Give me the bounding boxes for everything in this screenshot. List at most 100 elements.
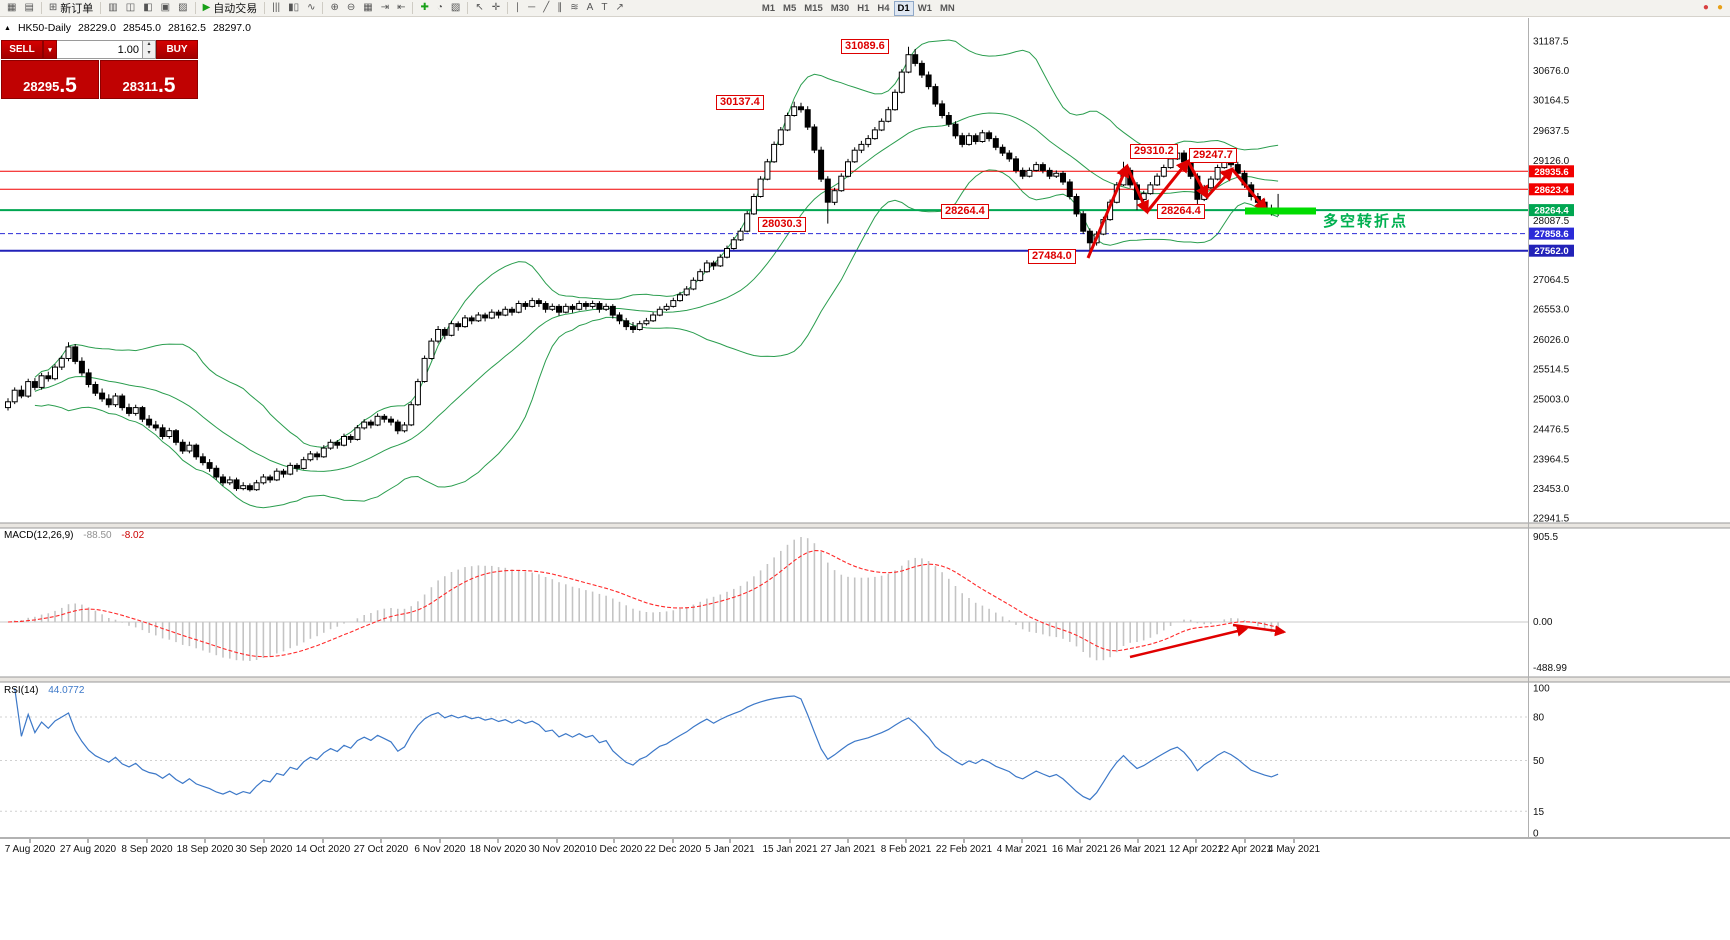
timeframe-mn-button[interactable]: MN: [936, 1, 959, 16]
sell-price-panel[interactable]: 28295 .5: [1, 60, 99, 99]
channel-button[interactable]: ∥: [553, 1, 566, 16]
price-callout[interactable]: 28264.4: [1157, 204, 1205, 219]
svg-text:50: 50: [1533, 756, 1545, 767]
text-label-icon: T: [601, 2, 608, 13]
rsi-label: RSI(14) 44.0772: [4, 685, 84, 696]
price-callout[interactable]: 27484.0: [1028, 249, 1076, 264]
timeframe-mn-button-label: MN: [939, 2, 955, 14]
text-icon: A: [586, 2, 594, 13]
order-type-dropdown[interactable]: ▾: [43, 40, 57, 59]
indicators-button[interactable]: ✚: [416, 1, 432, 16]
tile-windows-button[interactable]: ▦: [359, 1, 376, 16]
vertical-line-icon: ∣: [515, 2, 521, 13]
svg-text:22 Dec 2020: 22 Dec 2020: [645, 844, 702, 855]
sell-button[interactable]: SELL: [1, 40, 43, 59]
data-window-button[interactable]: ◫: [122, 1, 139, 16]
price-callout[interactable]: 30137.4: [716, 95, 764, 110]
trendline-button[interactable]: ╱: [539, 1, 553, 16]
price-callout[interactable]: 29310.2: [1130, 144, 1178, 159]
horizontal-line-button[interactable]: ─: [524, 1, 539, 16]
svg-text:5 Jan 2021: 5 Jan 2021: [705, 844, 755, 855]
vertical-line-button[interactable]: ∣: [511, 1, 524, 16]
auto-scroll-button[interactable]: ⇥: [377, 1, 393, 16]
main-toolbar: ▦ ▤ ⊞ 新订单 ▥ ◫ ◧ ▣ ▨ ▶ 自动交易 ||| ▮▯ ∿ ⊕ ⊖ ▦ ⇥ ⇤ ✚ ◔ ▧ ↖ ✛ ∣ ─ ╱ ∥ ≋ A T ↗…: [0, 0, 1730, 17]
svg-text:31187.5: 31187.5: [1533, 37, 1569, 48]
price-callout[interactable]: 28264.4: [941, 204, 989, 219]
buy-button[interactable]: BUY: [156, 40, 198, 59]
timeframe-m15-button[interactable]: M15: [800, 1, 826, 16]
strategy-tester-button[interactable]: ▨: [174, 1, 191, 16]
svg-text:22941.5: 22941.5: [1533, 514, 1570, 525]
stepper-down-icon[interactable]: ▾: [147, 49, 151, 56]
volume-input[interactable]: [57, 40, 143, 59]
annotations[interactable]: [1086, 158, 1316, 659]
fibonacci-button[interactable]: ≋: [566, 1, 582, 16]
arrows-icon: ↗: [615, 2, 624, 13]
arrows-button[interactable]: ↗: [611, 1, 627, 16]
terminal-button[interactable]: ▣: [157, 1, 174, 16]
price-callout[interactable]: 28030.3: [758, 217, 806, 232]
price-callout[interactable]: 29247.7: [1189, 148, 1237, 163]
candlestick-chart-button[interactable]: ▮▯: [284, 1, 303, 16]
svg-text:26553.0: 26553.0: [1533, 305, 1570, 316]
svg-text:4 May 2021: 4 May 2021: [1268, 844, 1321, 855]
autotrading-button[interactable]: ▶ 自动交易: [199, 1, 262, 16]
svg-text:100: 100: [1533, 684, 1550, 695]
fibonacci-icon: ≋: [570, 2, 579, 13]
macd-main-value: -88.50: [83, 530, 112, 541]
channel-icon: ∥: [557, 2, 563, 13]
zoom-in-button[interactable]: ⊕: [326, 1, 342, 16]
data-window-icon: ◫: [125, 2, 136, 13]
svg-text:30164.5: 30164.5: [1533, 96, 1570, 107]
buy-price-panel[interactable]: 28311 .5: [100, 60, 198, 99]
text-label-button[interactable]: T: [597, 1, 611, 16]
new-chart-button[interactable]: ▦: [3, 1, 20, 16]
annotation-note[interactable]: 多空转折点: [1323, 213, 1409, 230]
text-button[interactable]: A: [583, 1, 598, 16]
periods-button[interactable]: ◔: [433, 1, 447, 16]
horizontal-line-icon: ─: [528, 2, 536, 13]
svg-text:28087.5: 28087.5: [1533, 216, 1570, 227]
svg-text:12 Apr 2021: 12 Apr 2021: [1169, 844, 1223, 855]
bar-chart-button[interactable]: |||: [268, 1, 284, 16]
toolbar-sep: [507, 2, 509, 14]
crosshair-button[interactable]: ✛: [488, 1, 504, 16]
timeframe-w1-button-label: W1: [917, 2, 932, 14]
toolbar-sep: [40, 2, 42, 14]
new-order-button[interactable]: ⊞ 新订单: [45, 1, 97, 16]
timeframe-d1-button[interactable]: D1: [893, 0, 914, 16]
svg-text:30676.0: 30676.0: [1533, 66, 1570, 77]
zoom-out-button[interactable]: ⊖: [343, 1, 359, 16]
timeframe-h1-button[interactable]: H1: [853, 1, 873, 16]
timeframe-m5-button[interactable]: M5: [779, 1, 800, 16]
macd-label: MACD(12,26,9) -88.50 -8.02: [4, 530, 144, 541]
navigator-button[interactable]: ◧: [139, 1, 156, 16]
timeframe-w1-button[interactable]: W1: [914, 1, 936, 16]
volume-stepper[interactable]: ▴ ▾: [143, 40, 156, 59]
panel-frame: [0, 18, 1730, 940]
toolbar-sep: [322, 2, 324, 14]
stepper-up-icon[interactable]: ▴: [147, 41, 151, 47]
community-button[interactable]: ●: [1699, 1, 1713, 16]
timeframe-m1-button[interactable]: M1: [758, 1, 779, 16]
auto-scroll-icon: ⇥: [380, 2, 390, 13]
profiles-icon: ▤: [24, 2, 34, 13]
svg-text:27 Aug 2020: 27 Aug 2020: [60, 844, 117, 855]
cursor-button[interactable]: ↖: [471, 1, 487, 16]
line-chart-button[interactable]: ∿: [303, 1, 319, 16]
profiles-button[interactable]: ▤: [20, 1, 37, 16]
price-callout[interactable]: 31089.6: [841, 39, 889, 54]
svg-text:25514.5: 25514.5: [1533, 365, 1570, 376]
navigator-icon: ◧: [143, 2, 153, 13]
timeframe-m30-button[interactable]: M30: [827, 1, 853, 16]
axes[interactable]: 31187.5 30676.0 30164.5 29637.5 29126.0 28087…: [5, 37, 1574, 856]
alerts-button[interactable]: ●: [1713, 1, 1727, 16]
svg-text:0: 0: [1533, 829, 1539, 840]
market-watch-button[interactable]: ▥: [104, 1, 121, 16]
svg-text:27 Oct 2020: 27 Oct 2020: [354, 844, 409, 855]
chart-shift-button[interactable]: ⇤: [393, 1, 409, 16]
templates-button[interactable]: ▧: [447, 1, 464, 16]
sell-price-frac: .5: [59, 74, 77, 97]
timeframe-h4-button[interactable]: H4: [873, 1, 893, 16]
